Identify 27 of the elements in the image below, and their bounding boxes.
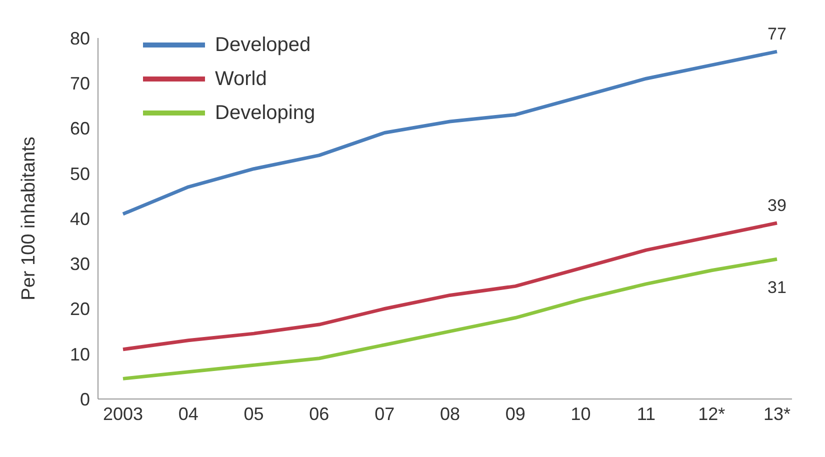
legend-label: Developed — [215, 33, 311, 58]
y-tick-label: 60 — [70, 118, 90, 139]
x-tick-label: 06 — [309, 404, 330, 424]
data-label: 77 — [768, 24, 786, 44]
legend-label: Developing — [215, 101, 316, 126]
y-axis-title: Per 100 inhabitants — [18, 136, 40, 300]
x-tick-label: 07 — [374, 404, 395, 424]
data-label: 31 — [768, 278, 786, 298]
x-tick-label: 11 — [636, 404, 656, 424]
y-tick-label: 10 — [70, 344, 90, 364]
x-tick-label: 04 — [178, 404, 198, 424]
x-tick-label: 12* — [698, 404, 726, 424]
y-tick-label: 80 — [70, 28, 90, 48]
y-tick-label: 20 — [70, 299, 90, 320]
x-tick-label: 10 — [570, 404, 591, 424]
y-tick-label: 50 — [70, 164, 90, 184]
y-tick-label: 30 — [70, 254, 90, 274]
x-tick-label: 13* — [763, 404, 791, 424]
x-tick-label: 2003 — [102, 404, 144, 424]
legend-label: World — [215, 67, 267, 92]
y-tick-label: 70 — [70, 74, 90, 94]
x-tick-label: 08 — [440, 404, 460, 424]
x-tick-label: 09 — [505, 404, 526, 424]
data-label: 39 — [768, 196, 786, 216]
x-tick-label: 05 — [244, 404, 264, 424]
y-tick-label: 40 — [70, 208, 90, 229]
y-tick-label: 0 — [80, 389, 90, 410]
